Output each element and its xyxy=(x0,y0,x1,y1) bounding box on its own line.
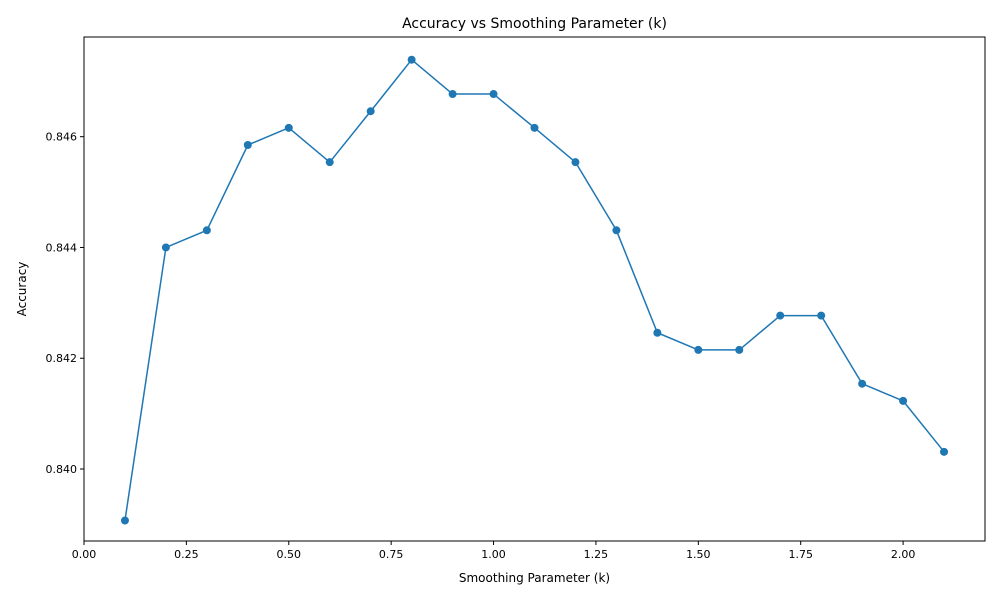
data-point xyxy=(530,123,539,132)
data-point xyxy=(612,226,621,235)
data-point xyxy=(448,90,457,99)
data-point xyxy=(776,311,785,320)
x-tick-label: 0.25 xyxy=(174,548,199,561)
x-tick-label: 1.75 xyxy=(788,548,813,561)
x-tick-label: 2.00 xyxy=(891,548,916,561)
x-tick-label: 1.00 xyxy=(481,548,506,561)
data-point xyxy=(120,516,129,525)
data-point xyxy=(243,141,252,149)
plot-area xyxy=(120,55,949,525)
data-point xyxy=(735,345,744,354)
data-point xyxy=(899,396,908,405)
y-tick-label: 0.846 xyxy=(46,131,78,144)
data-point xyxy=(489,90,498,99)
chart-title: Accuracy vs Smoothing Parameter (k) xyxy=(402,16,667,32)
data-point xyxy=(325,158,334,167)
x-axis-ticks: 0.00 0.25 0.50 0.75 1.00 1.25 1.50 1.75 2.00 xyxy=(72,541,916,561)
y-tick-label: 0.842 xyxy=(46,352,78,365)
y-axis-ticks: 0.840 0.842 0.844 0.846 xyxy=(46,131,84,476)
x-tick-label: 0.75 xyxy=(379,548,404,561)
data-point xyxy=(407,55,416,64)
data-point xyxy=(284,123,293,132)
x-tick-label: 1.50 xyxy=(686,548,711,561)
x-tick-label: 1.25 xyxy=(584,548,609,561)
data-point xyxy=(694,345,703,354)
y-axis-label: Accuracy xyxy=(15,262,29,317)
y-tick-label: 0.844 xyxy=(46,241,78,254)
data-point xyxy=(940,447,949,456)
data-point xyxy=(858,379,867,388)
data-point xyxy=(571,158,580,167)
data-point xyxy=(817,311,826,320)
x-axis-label: Smoothing Parameter (k) xyxy=(459,571,610,585)
data-point xyxy=(653,328,662,337)
axes-frame xyxy=(83,36,986,542)
x-tick-label: 0.00 xyxy=(72,548,97,561)
data-point xyxy=(161,243,170,252)
x-tick-label: 0.50 xyxy=(277,548,302,561)
data-point xyxy=(366,107,375,116)
y-tick-label: 0.840 xyxy=(46,463,78,476)
data-point xyxy=(202,226,211,235)
